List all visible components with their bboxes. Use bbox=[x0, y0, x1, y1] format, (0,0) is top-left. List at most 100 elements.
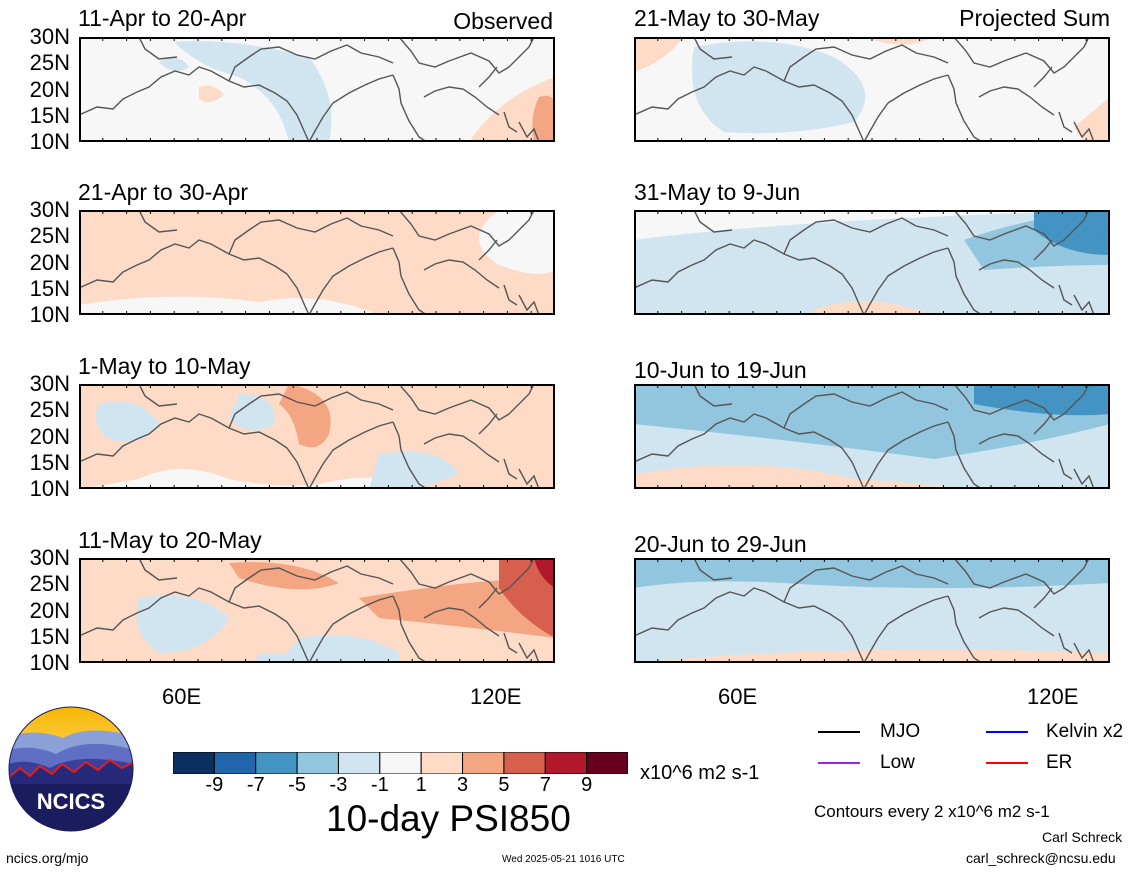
coastline bbox=[1033, 587, 1053, 609]
coastline bbox=[228, 217, 394, 255]
lat-label: 25N bbox=[29, 571, 70, 597]
coastline bbox=[228, 565, 394, 603]
coastline bbox=[398, 384, 535, 421]
panel-title-7: 10-Jun to 19-Jun bbox=[634, 357, 807, 383]
coastline bbox=[79, 239, 310, 315]
colorbar-tick: -7 bbox=[246, 774, 265, 796]
legend-label-kelvin: Kelvin x2 bbox=[1046, 721, 1124, 742]
coastline bbox=[392, 421, 428, 489]
panel-title-2: 21-Apr to 30-Apr bbox=[78, 179, 249, 205]
panel-title-3: 1-May to 10-May bbox=[78, 353, 251, 379]
coastline bbox=[308, 74, 394, 142]
legend-line-low bbox=[818, 762, 860, 764]
panel-title-5: 21-May to 30-May bbox=[634, 5, 820, 31]
coastline bbox=[398, 210, 535, 247]
coastline bbox=[978, 86, 1055, 116]
anomaly-region bbox=[1064, 210, 1110, 240]
coastline bbox=[518, 294, 540, 315]
coastline bbox=[863, 74, 949, 142]
colorbar-swatch bbox=[462, 751, 505, 775]
panel-corner-projected: Projected Sum bbox=[959, 5, 1110, 31]
coastline bbox=[503, 111, 518, 133]
map-panel-8 bbox=[634, 558, 1110, 663]
anomaly-region bbox=[369, 451, 459, 489]
coastline bbox=[1073, 642, 1095, 663]
anomaly-region bbox=[136, 595, 229, 653]
lat-label: 20N bbox=[29, 249, 70, 275]
coastline bbox=[634, 587, 865, 663]
coastline bbox=[863, 595, 949, 663]
main-title: 10-day PSI850 bbox=[326, 798, 571, 839]
lon-label-60e-right: 60E bbox=[718, 684, 758, 709]
anomaly-region bbox=[254, 653, 289, 663]
colorbar-swatch bbox=[420, 751, 464, 775]
anomaly-region bbox=[692, 41, 866, 134]
anomaly-region bbox=[174, 41, 332, 142]
colorbar-tick: 1 bbox=[415, 774, 427, 796]
coastline bbox=[518, 121, 540, 142]
lat-label: 10N bbox=[29, 650, 70, 675]
anomaly-region bbox=[974, 384, 1110, 416]
panel-title-6: 31-May to 9-Jun bbox=[634, 179, 801, 205]
colorbar-tick: -5 bbox=[288, 774, 306, 796]
coastline bbox=[978, 607, 1055, 637]
site-link: ncics.org/mjo bbox=[6, 850, 89, 866]
colorbar-swatch bbox=[544, 751, 588, 775]
timestamp: Wed 2025-05-21 1016 UTC bbox=[502, 854, 625, 865]
coastline bbox=[478, 413, 498, 435]
colorbar-swatch bbox=[296, 751, 339, 775]
legend-line-mjo bbox=[818, 731, 860, 733]
coastline bbox=[783, 217, 949, 255]
coastline bbox=[423, 259, 500, 289]
map-panel-2 bbox=[79, 210, 555, 315]
coastline bbox=[947, 247, 983, 315]
lon-label-120e-left: 120E bbox=[470, 684, 522, 709]
coastline bbox=[947, 595, 983, 663]
anomaly-region bbox=[1074, 97, 1110, 142]
lat-label: 25N bbox=[29, 223, 70, 249]
lat-label: 10N bbox=[29, 129, 70, 154]
lat-label: 20N bbox=[29, 76, 70, 102]
coastline bbox=[947, 74, 983, 142]
coastline bbox=[783, 44, 949, 82]
coastline bbox=[138, 384, 178, 407]
anomaly-region bbox=[279, 635, 399, 663]
anomaly-region bbox=[634, 465, 964, 489]
lat-label: 10N bbox=[29, 476, 70, 501]
coastline bbox=[1033, 239, 1053, 261]
lat-label: 15N bbox=[29, 275, 70, 301]
anomaly-region bbox=[532, 95, 555, 142]
coastline bbox=[953, 37, 1090, 74]
lon-label-120e-right: 120E bbox=[1027, 684, 1079, 709]
colorbar-swatch bbox=[337, 751, 381, 775]
coastline bbox=[138, 558, 178, 581]
coastline bbox=[863, 421, 949, 489]
coastline bbox=[634, 66, 865, 142]
lat-label: 30N bbox=[29, 197, 70, 222]
coastline bbox=[1073, 121, 1095, 142]
anomaly-region bbox=[499, 558, 555, 638]
colorbar-units: x10^6 m2 s-1 bbox=[640, 762, 760, 784]
lat-label: 30N bbox=[29, 371, 70, 396]
coastline bbox=[1058, 458, 1073, 480]
panel-title-8: 20-Jun to 29-Jun bbox=[634, 531, 807, 557]
lat-label: 15N bbox=[29, 102, 70, 128]
colorbar-tick: 9 bbox=[581, 774, 593, 796]
coastline bbox=[79, 413, 310, 489]
coastline bbox=[228, 44, 394, 82]
coastline bbox=[783, 565, 949, 603]
coastline bbox=[693, 384, 733, 407]
coastline bbox=[478, 587, 498, 609]
coastline bbox=[308, 421, 394, 489]
anomaly-region bbox=[95, 401, 159, 442]
colorbar-swatch bbox=[503, 751, 546, 775]
coastline bbox=[423, 607, 500, 637]
panel-corner-observed: Observed bbox=[453, 8, 553, 34]
coastline bbox=[478, 239, 498, 261]
lon-label-60e-left: 60E bbox=[162, 684, 202, 709]
anomaly-region bbox=[634, 37, 684, 72]
coastline bbox=[978, 433, 1055, 463]
lat-label: 15N bbox=[29, 449, 70, 475]
coastline bbox=[392, 74, 428, 142]
coastline bbox=[398, 558, 535, 595]
